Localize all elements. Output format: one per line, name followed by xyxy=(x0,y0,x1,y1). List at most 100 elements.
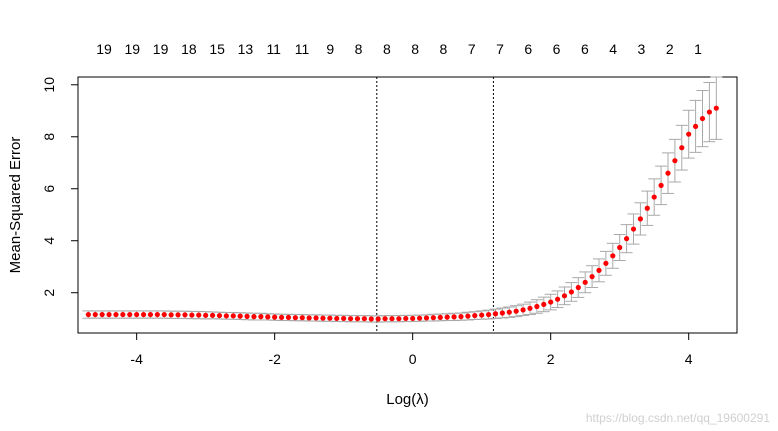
data-point xyxy=(134,311,140,318)
data-point xyxy=(361,316,367,322)
data-point xyxy=(541,301,547,308)
data-point xyxy=(637,216,643,222)
plot-frame xyxy=(77,76,738,334)
data-point xyxy=(672,158,678,164)
data-point xyxy=(244,313,250,319)
data-point xyxy=(368,316,374,322)
data-point xyxy=(375,316,381,322)
data-point xyxy=(582,279,588,285)
top-axis-label: 11 xyxy=(295,41,310,57)
data-point xyxy=(285,314,292,321)
data-point xyxy=(472,312,478,319)
data-point xyxy=(527,305,533,311)
data-point xyxy=(485,311,492,318)
data-point xyxy=(499,310,505,316)
data-point xyxy=(692,123,699,129)
data-point xyxy=(713,105,719,111)
data-point xyxy=(513,308,519,314)
data-point xyxy=(492,311,499,317)
data-point xyxy=(327,315,333,321)
data-point xyxy=(216,312,223,319)
data-point xyxy=(465,313,471,319)
top-axis-label: 3 xyxy=(638,41,646,57)
data-point xyxy=(423,315,430,321)
data-point xyxy=(120,311,126,318)
data-point xyxy=(644,205,650,211)
data-point xyxy=(168,312,174,318)
data-point xyxy=(444,314,450,320)
data-point xyxy=(596,267,602,273)
data-point xyxy=(699,115,706,122)
y-tick-label: 6 xyxy=(41,185,57,193)
data-point xyxy=(617,244,623,251)
data-point xyxy=(458,314,464,320)
data-point xyxy=(679,145,685,151)
data-point xyxy=(347,316,354,322)
data-point xyxy=(451,314,457,320)
top-axis-label: 7 xyxy=(468,41,476,57)
top-axis-label: 19 xyxy=(96,41,112,57)
data-point xyxy=(403,315,409,322)
data-point xyxy=(534,303,540,310)
data-point xyxy=(623,236,630,242)
top-axis-label: 19 xyxy=(153,41,169,57)
data-point xyxy=(389,316,395,322)
data-point xyxy=(354,316,361,322)
top-axis-label: 6 xyxy=(581,41,589,57)
data-point xyxy=(548,299,554,305)
data-point xyxy=(396,316,402,322)
x-tick-label: 4 xyxy=(685,351,693,367)
data-point xyxy=(182,312,188,318)
data-point xyxy=(175,312,181,318)
data-point xyxy=(341,315,347,322)
data-point xyxy=(320,315,326,321)
y-tick-label: 2 xyxy=(41,289,57,297)
data-point xyxy=(430,315,436,321)
data-point xyxy=(306,315,312,321)
data-point xyxy=(113,311,119,318)
top-axis-label: 1 xyxy=(694,41,702,57)
data-point xyxy=(203,312,209,318)
top-axis-label: 8 xyxy=(383,41,391,57)
x-tick-label: 2 xyxy=(547,351,555,367)
data-point xyxy=(230,313,236,319)
data-point xyxy=(209,312,216,318)
top-axis-label: 6 xyxy=(524,41,532,57)
data-point xyxy=(665,170,671,176)
data-point xyxy=(154,311,160,318)
data-point xyxy=(99,311,105,318)
data-point xyxy=(568,289,574,295)
top-axis-label: 13 xyxy=(238,41,254,57)
data-point xyxy=(686,131,692,137)
data-point xyxy=(106,311,112,318)
top-axis-label: 7 xyxy=(496,41,504,57)
data-point xyxy=(251,314,257,320)
data-point xyxy=(479,312,485,318)
data-point xyxy=(223,313,229,319)
data-point xyxy=(382,316,388,322)
data-point xyxy=(313,315,319,321)
top-axis-label: 2 xyxy=(666,41,674,57)
data-point xyxy=(554,296,561,302)
data-point xyxy=(161,311,167,318)
y-tick-label: 4 xyxy=(41,237,57,245)
data-point xyxy=(437,314,443,321)
data-point xyxy=(658,182,664,188)
data-point xyxy=(410,315,416,322)
data-point xyxy=(651,194,657,200)
top-axis-label: 8 xyxy=(355,41,363,57)
data-point xyxy=(561,293,568,299)
data-point xyxy=(334,315,340,322)
data-point xyxy=(85,311,91,318)
data-point xyxy=(92,311,98,318)
data-point xyxy=(127,311,133,318)
data-point xyxy=(196,312,202,318)
top-axis-label: 15 xyxy=(209,41,225,57)
data-point xyxy=(272,314,278,320)
data-point xyxy=(147,311,154,318)
x-tick-label: 0 xyxy=(409,351,417,367)
data-point xyxy=(278,314,285,321)
data-point xyxy=(237,313,243,319)
top-axis-label: 18 xyxy=(181,41,197,57)
